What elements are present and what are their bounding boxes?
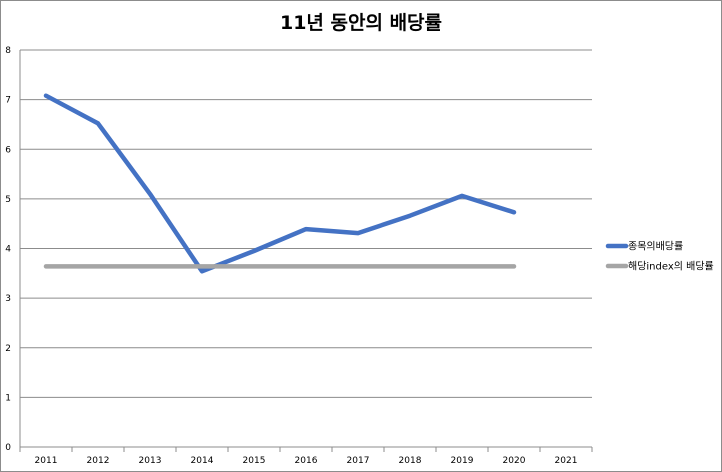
y-tick-label: 8 [5, 46, 11, 56]
y-tick-label: 5 [5, 195, 11, 205]
y-tick-label: 4 [5, 245, 11, 255]
x-tick-label: 2017 [347, 456, 370, 466]
x-tick-label: 2012 [87, 456, 110, 466]
y-tick-label: 6 [5, 145, 11, 155]
x-tick-label: 2016 [295, 456, 318, 466]
chart-title: 11년 동안의 배당률 [279, 12, 443, 34]
x-tick-label: 2020 [503, 456, 526, 466]
series-lines [43, 93, 517, 274]
series-line-0 [43, 93, 517, 274]
x-tick-label: 2011 [35, 456, 58, 466]
y-tick-label: 7 [5, 96, 11, 106]
x-tick-label: 2021 [555, 456, 578, 466]
y-tick-label: 1 [5, 393, 11, 403]
x-tick-label: 2015 [243, 456, 266, 466]
x-tick-label: 2014 [191, 456, 214, 466]
x-axis-ticks: 2011 2012 2013 2014 2015 2016 2017 2018 2019 2020… [35, 456, 578, 466]
y-tick-label: 3 [5, 294, 11, 304]
y-tick-label: 0 [5, 443, 11, 453]
y-axis-ticks: 0 1 2 3 4 5 6 7 8 [5, 46, 11, 453]
legend-label: 해당index의 배당률 [628, 260, 714, 273]
y-tick-label: 2 [5, 344, 11, 354]
x-tick-label: 2018 [399, 456, 422, 466]
x-tick-label: 2013 [139, 456, 162, 466]
legend-label: 종목의배당률 [628, 241, 683, 253]
x-tick-label: 2019 [451, 456, 474, 466]
gridlines [19, 49, 593, 452]
